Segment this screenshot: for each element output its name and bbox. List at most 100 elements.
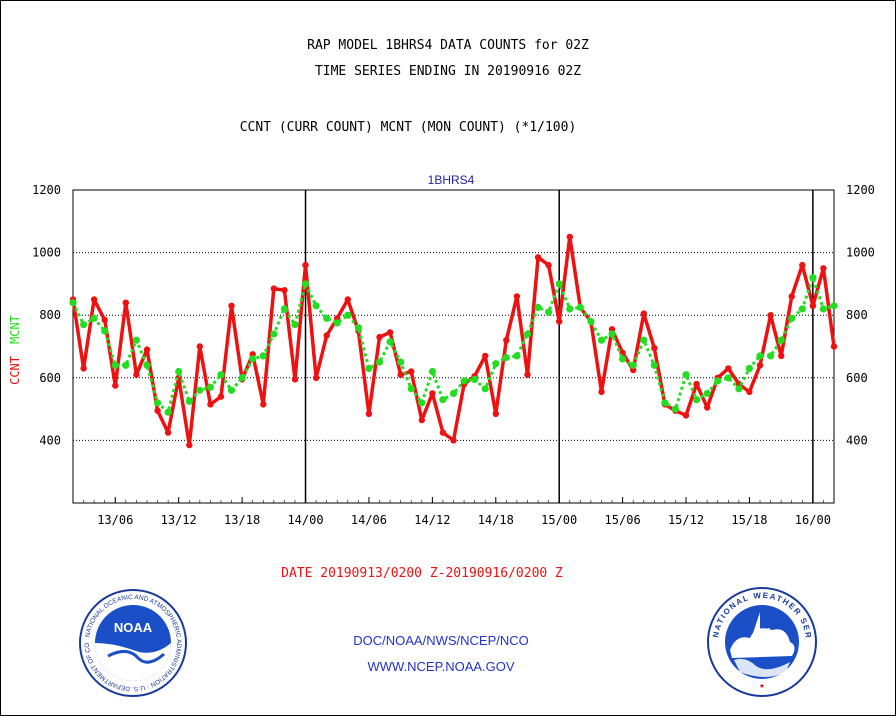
ccnt-point xyxy=(482,352,489,360)
y-tick-label-right: 1200 xyxy=(846,183,875,197)
mcnt-point xyxy=(270,330,278,338)
svg-text:NOAA: NOAA xyxy=(114,620,153,635)
date-range-label: DATE 20190913/0200 Z-20190916/0200 Z xyxy=(281,566,563,581)
ccnt-series-line xyxy=(71,235,836,447)
mcnt-point xyxy=(397,358,405,366)
ccnt-point xyxy=(725,365,732,372)
y-axis-label: CCNT MCNT xyxy=(8,315,22,385)
mcnt-point xyxy=(111,361,119,369)
mcnt-point xyxy=(196,386,204,394)
ccnt-point xyxy=(566,233,573,241)
mcnt-point xyxy=(164,408,172,416)
mcnt-point xyxy=(650,361,658,369)
mcnt-point xyxy=(714,377,722,385)
mcnt-point xyxy=(449,389,458,397)
plot-axes xyxy=(72,189,835,504)
panel-label: 1BHRS4 xyxy=(428,173,475,187)
mcnt-point xyxy=(227,386,236,394)
mcnt-point xyxy=(259,352,267,360)
mcnt-point xyxy=(80,321,88,329)
ccnt-point xyxy=(439,429,447,436)
x-tick-label: 13/06 xyxy=(97,513,133,527)
mcnt-point xyxy=(566,305,574,313)
mcnt-point xyxy=(249,355,257,363)
ccnt-point xyxy=(524,371,531,378)
mcnt-point xyxy=(217,371,225,379)
ccnt-point xyxy=(80,365,87,372)
ccnt-point xyxy=(778,352,785,360)
mcnt-point xyxy=(830,302,838,310)
y-tick-label-left: 800 xyxy=(39,308,61,322)
mcnt-point xyxy=(555,280,563,288)
ccnt-point xyxy=(492,410,499,417)
ccnt-point xyxy=(112,382,119,389)
mcnt-point xyxy=(90,314,98,322)
ccnt-point xyxy=(133,371,140,378)
ccnt-point xyxy=(746,388,753,396)
ccnt-point xyxy=(799,261,806,269)
ccnt-point xyxy=(809,302,817,309)
mcnt-point xyxy=(724,374,732,382)
x-tick-label: 15/00 xyxy=(541,513,577,527)
mcnt-point xyxy=(386,338,394,346)
mcnt-point xyxy=(185,397,193,405)
mcnt-point xyxy=(745,364,754,372)
mcnt-point xyxy=(597,336,606,344)
mcnt-point xyxy=(513,352,521,360)
mcnt-point xyxy=(481,385,489,393)
ccnt-point xyxy=(260,401,267,408)
mcnt-point xyxy=(819,305,828,313)
mcnt-point xyxy=(671,405,680,413)
mcnt-point xyxy=(777,336,785,344)
ccnt-point xyxy=(767,312,774,319)
mcnt-point xyxy=(788,314,796,322)
y-tick-label-left: 400 xyxy=(39,433,61,447)
mcnt-point xyxy=(354,324,362,332)
ccnt-point xyxy=(376,333,383,341)
mcnt-point xyxy=(206,383,214,391)
ccnt-point xyxy=(143,346,151,353)
chart-title-line1: RAP MODEL 1BHRS4 DATA COUNTS for 02Z xyxy=(307,38,589,53)
x-tick-label: 13/12 xyxy=(161,513,197,527)
ccnt-point xyxy=(598,388,605,396)
ccnt-point xyxy=(228,302,235,309)
ccnt-point xyxy=(556,318,563,325)
ccnt-point xyxy=(503,337,510,344)
ccnt-point xyxy=(450,437,457,444)
ccnt-point xyxy=(513,293,521,300)
mcnt-point xyxy=(333,319,341,327)
x-tick-label: 14/12 xyxy=(414,513,450,527)
ccnt-point xyxy=(186,441,193,449)
ccnt-point xyxy=(270,285,277,292)
org-label: DOC/NOAA/NWS/NCEP/NCO xyxy=(353,633,529,648)
mcnt-point xyxy=(735,385,743,393)
mcnt-point xyxy=(545,308,553,316)
ccnt-point xyxy=(154,407,161,414)
mcnt-point xyxy=(809,274,817,282)
ccnt-point xyxy=(281,287,288,294)
ccnt-point xyxy=(291,376,299,383)
svg-text:★: ★ xyxy=(759,681,765,691)
mcnt-point xyxy=(619,355,627,363)
mcnt-point xyxy=(312,302,320,310)
y-tick-label-right: 800 xyxy=(846,308,868,322)
ccnt-point xyxy=(693,380,700,388)
ccnt-point xyxy=(164,429,172,436)
ccnt-point xyxy=(207,401,214,408)
mcnt-point xyxy=(365,364,373,372)
chart-subtitle: CCNT (CURR COUNT) MCNT (MON COUNT) (*1/1… xyxy=(239,120,577,135)
url-link[interactable]: WWW.NCEP.NOAA.GOV xyxy=(367,659,515,674)
x-tick-label: 13/18 xyxy=(224,513,260,527)
mcnt-point xyxy=(767,352,775,360)
mcnt-point xyxy=(693,396,701,404)
mcnt-point xyxy=(661,399,669,407)
ccnt-point xyxy=(545,261,552,269)
mcnt-point xyxy=(502,353,510,362)
mcnt-point xyxy=(439,396,447,404)
y-tick-label-right: 1000 xyxy=(846,246,875,260)
ccnt-point xyxy=(386,329,394,336)
ccnt-point xyxy=(408,368,415,375)
mcnt-point xyxy=(154,399,162,407)
nws-logo-icon: NATIONAL WEATHER SERVICE ★ xyxy=(706,586,817,697)
